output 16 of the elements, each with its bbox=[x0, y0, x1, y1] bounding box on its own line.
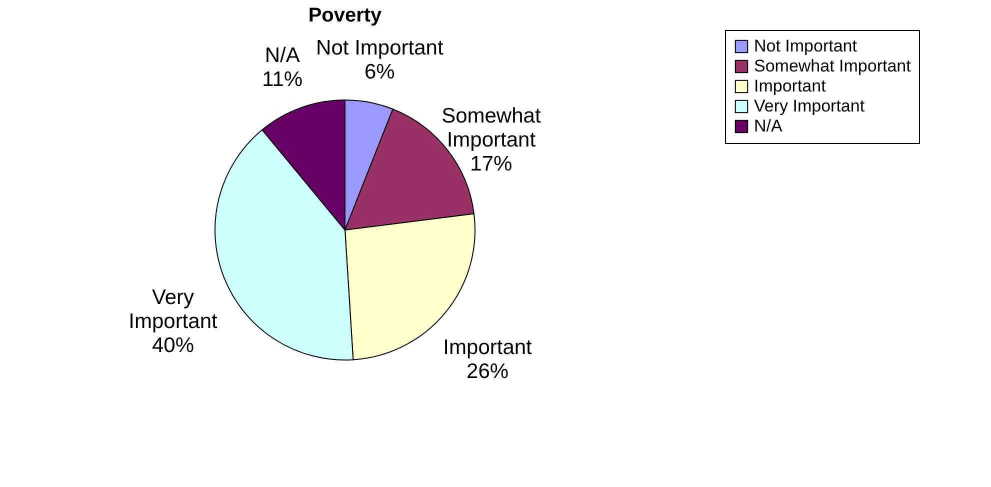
legend-label: Somewhat Important bbox=[754, 56, 912, 76]
data-label: 17% bbox=[470, 152, 512, 176]
slice-label: Not Important bbox=[316, 36, 444, 60]
data-label: 11% bbox=[262, 68, 303, 91]
slice-label: Somewhat Important bbox=[442, 104, 541, 152]
data-label: 6% bbox=[364, 60, 395, 84]
slice-label: Important bbox=[443, 336, 532, 359]
legend-label: Important bbox=[754, 76, 826, 96]
chart-title: Poverty bbox=[308, 4, 383, 26]
legend-label: Not Important bbox=[754, 36, 858, 56]
slice-label: N/A bbox=[264, 44, 300, 67]
legend-label: N/A bbox=[754, 116, 783, 136]
legend-label: Very Important bbox=[754, 96, 865, 116]
data-label: 26% bbox=[466, 360, 509, 383]
slice-label: Very Important bbox=[128, 286, 218, 334]
data-label: 40% bbox=[152, 334, 194, 358]
